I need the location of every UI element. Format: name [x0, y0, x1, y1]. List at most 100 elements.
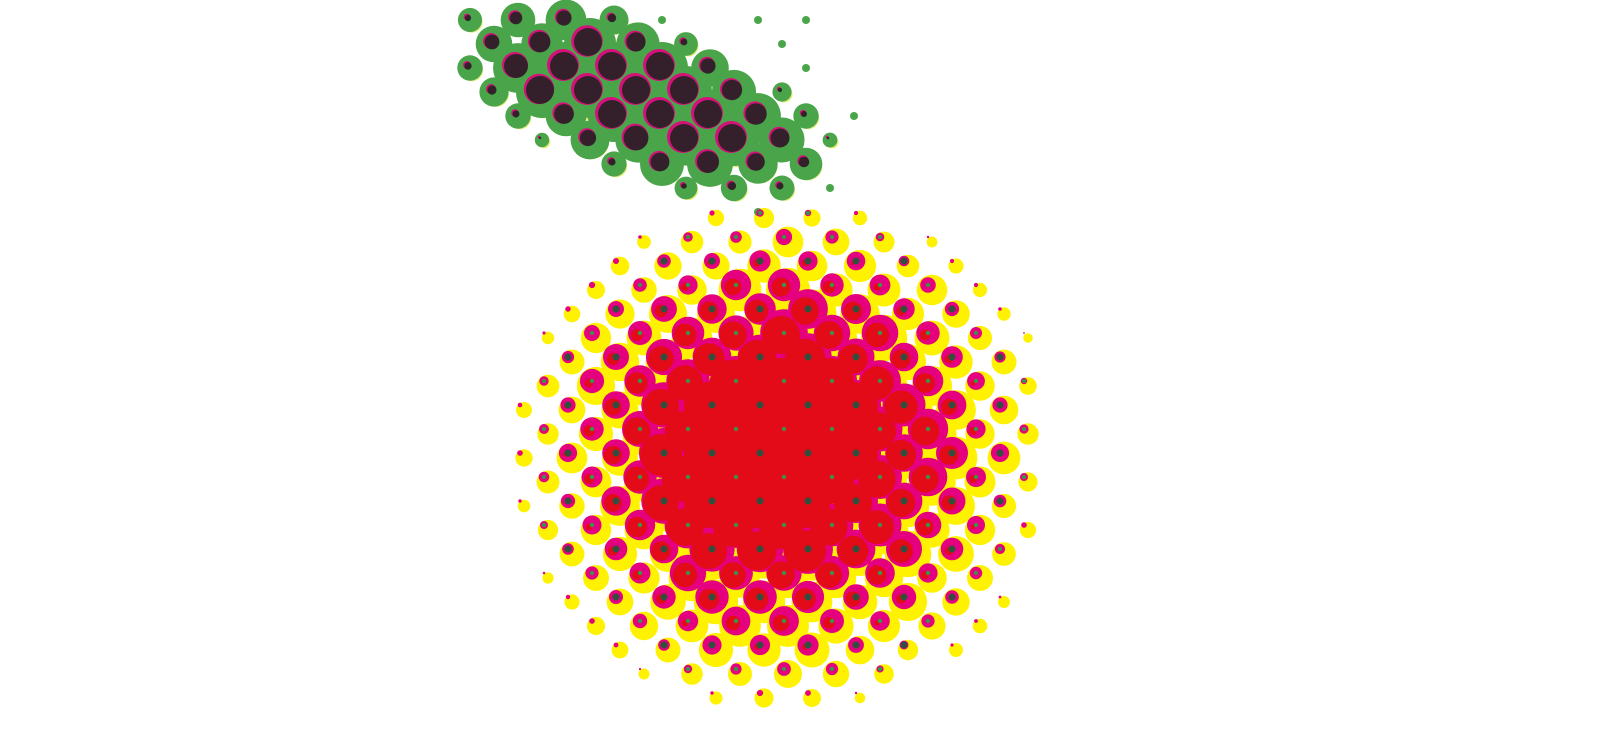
red-dot: [762, 316, 800, 354]
red-dot: [771, 277, 791, 297]
yellow-dot: [542, 572, 554, 584]
red-dot: [784, 530, 826, 572]
yellow-dot: [681, 663, 703, 685]
dark-dot: [781, 282, 787, 288]
dark-dot: [612, 593, 620, 601]
dark-dot: [948, 449, 956, 457]
red-dot: [720, 562, 746, 588]
dark-dot: [607, 13, 617, 23]
red-dot: [719, 321, 747, 349]
dark-dot: [852, 353, 860, 361]
yellow-dot: [926, 236, 938, 248]
dark-dot: [829, 522, 835, 528]
dark-dot: [685, 474, 691, 480]
dark-dot: [1021, 426, 1027, 432]
magenta-dot: [638, 667, 642, 671]
dark-dot: [484, 34, 500, 50]
red-dot: [939, 445, 959, 465]
dark-dot: [877, 474, 883, 480]
dark-dot: [721, 79, 743, 101]
dark-dot: [564, 353, 572, 361]
dark-dot: [900, 305, 908, 313]
dark-dot: [612, 545, 620, 553]
dark-dot: [877, 426, 883, 432]
dark-dot: [877, 666, 883, 672]
magenta-dot: [973, 282, 979, 288]
green-dot: [658, 16, 666, 24]
dark-dot: [660, 593, 668, 601]
red-dot: [911, 465, 939, 493]
magenta-dot: [638, 235, 642, 239]
red-dot: [916, 518, 934, 536]
magenta-dot: [517, 450, 523, 456]
red-dot: [699, 301, 719, 321]
dark-dot: [781, 570, 787, 576]
red-dot: [864, 322, 890, 348]
dark-dot: [804, 545, 812, 553]
dark-dot: [733, 570, 739, 576]
dark-dot: [996, 353, 1004, 361]
dark-dot: [733, 474, 739, 480]
magenta-dot: [854, 691, 858, 695]
dark-dot: [973, 330, 979, 336]
dark-dot: [804, 305, 812, 313]
magenta-dot: [998, 307, 1002, 311]
dark-dot: [852, 593, 860, 601]
dark-dot: [781, 426, 787, 432]
red-dot: [885, 439, 917, 471]
dark-dot: [685, 378, 691, 384]
dark-dot: [589, 570, 595, 576]
dark-dot: [770, 128, 790, 148]
red-dot: [745, 299, 769, 323]
red-dot: [772, 614, 790, 632]
green-dot: [802, 64, 810, 72]
dark-dot: [708, 497, 716, 505]
dark-dot: [733, 522, 739, 528]
yellow-dot: [709, 691, 723, 705]
magenta-dot: [542, 571, 546, 575]
red-dot: [673, 323, 697, 347]
dark-dot: [646, 52, 674, 80]
dark-dot: [660, 497, 668, 505]
red-dot: [858, 460, 896, 498]
dark-dot: [973, 474, 979, 480]
red-dot: [867, 565, 887, 585]
dark-dot: [804, 497, 812, 505]
dark-dot: [826, 136, 830, 140]
dark-dot: [589, 378, 595, 384]
dark-dot: [637, 522, 643, 528]
yellow-dot: [680, 230, 704, 254]
green-dot: [822, 132, 838, 148]
dark-dot: [589, 474, 595, 480]
dark-dot: [556, 10, 572, 26]
red-dot: [724, 278, 742, 296]
dark-dot: [626, 32, 646, 52]
dark-dot: [685, 618, 691, 624]
dark-dot: [504, 54, 528, 78]
dark-dot: [852, 305, 860, 313]
dark-dot: [733, 426, 739, 432]
dark-dot: [708, 353, 716, 361]
dark-dot: [829, 474, 835, 480]
dark-dot: [996, 497, 1004, 505]
dark-dot: [829, 426, 835, 432]
dark-dot: [756, 353, 764, 361]
dark-dot: [637, 282, 643, 288]
red-dot: [691, 533, 727, 569]
dark-dot: [852, 401, 860, 409]
yellow-dot: [992, 542, 1016, 566]
red-dot: [860, 510, 894, 544]
green-dot: [850, 112, 858, 120]
magenta-dot: [589, 618, 595, 624]
dark-dot: [622, 76, 650, 104]
dark-dot: [509, 11, 523, 25]
dark-dot: [829, 330, 835, 336]
dark-dot: [598, 52, 626, 80]
dark-dot: [900, 545, 908, 553]
dark-dot: [708, 257, 716, 265]
dark-dot: [670, 76, 698, 104]
dark-dot: [694, 100, 722, 128]
dark-dot: [464, 14, 472, 22]
dark-dot: [900, 641, 908, 649]
